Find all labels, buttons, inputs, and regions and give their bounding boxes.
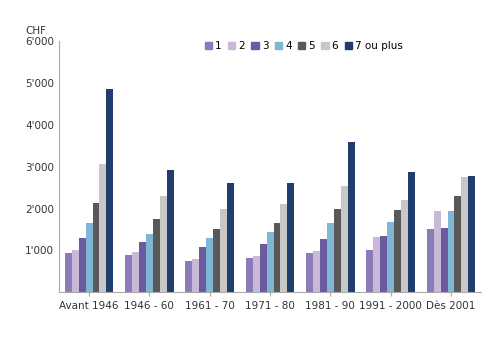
Bar xyxy=(394,210,401,292)
Bar xyxy=(334,209,341,292)
Bar xyxy=(213,229,220,292)
Bar xyxy=(287,183,294,292)
Bar xyxy=(273,223,280,292)
Bar xyxy=(253,256,260,292)
Bar xyxy=(455,195,462,292)
Bar xyxy=(348,142,355,292)
Text: CHF: CHF xyxy=(25,26,46,36)
Bar xyxy=(280,204,287,292)
Bar xyxy=(65,253,72,292)
Bar xyxy=(462,177,468,292)
Bar xyxy=(139,242,146,292)
Bar xyxy=(206,238,213,292)
Bar xyxy=(125,255,132,292)
Bar xyxy=(85,223,92,292)
Bar xyxy=(320,239,327,292)
Bar xyxy=(79,238,85,292)
Bar xyxy=(107,89,113,292)
Legend: 1, 2, 3, 4, 5, 6, 7 ou plus: 1, 2, 3, 4, 5, 6, 7 ou plus xyxy=(205,41,403,51)
Bar xyxy=(167,170,174,292)
Bar xyxy=(341,186,348,292)
Bar xyxy=(434,211,440,292)
Bar xyxy=(313,251,320,292)
Bar xyxy=(468,176,475,292)
Bar xyxy=(146,234,153,292)
Bar xyxy=(427,229,434,292)
Bar xyxy=(260,244,267,292)
Bar xyxy=(401,200,408,292)
Bar xyxy=(220,209,227,292)
Bar xyxy=(408,172,415,292)
Bar xyxy=(132,252,139,292)
Bar xyxy=(153,219,160,292)
Bar xyxy=(440,228,448,292)
Bar xyxy=(366,251,373,292)
Bar xyxy=(160,197,167,292)
Bar xyxy=(373,237,381,292)
Bar xyxy=(306,253,313,292)
Bar xyxy=(448,211,455,292)
Bar xyxy=(327,223,334,292)
Bar xyxy=(267,232,273,292)
Bar xyxy=(72,250,79,292)
Bar xyxy=(227,183,234,292)
Bar xyxy=(192,259,199,292)
Bar xyxy=(100,164,107,292)
Bar xyxy=(199,247,206,292)
Bar xyxy=(246,258,253,292)
Bar xyxy=(92,203,100,292)
Bar xyxy=(381,236,387,292)
Bar xyxy=(186,260,192,292)
Bar xyxy=(387,222,394,292)
